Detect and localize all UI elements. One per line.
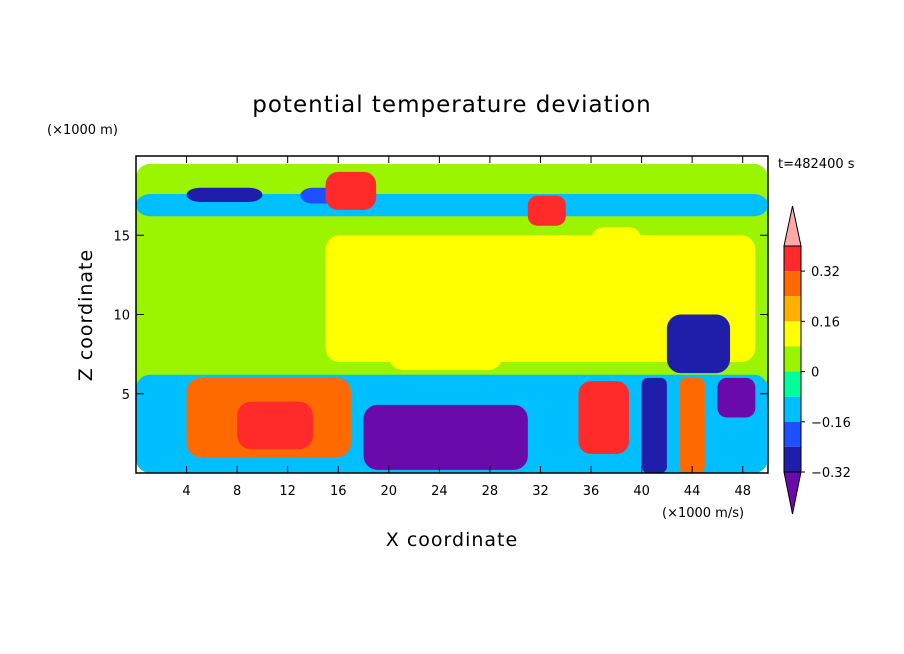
- y-tick-label: 15: [113, 229, 130, 244]
- x-tick-label: 20: [381, 484, 398, 499]
- colorbar-band: [784, 296, 801, 322]
- colorbar-band: [784, 446, 801, 472]
- colorbar-band: [784, 246, 801, 272]
- colorbar-tick-label: −0.16: [811, 416, 851, 431]
- field-region: [388, 298, 503, 370]
- chart-title: potential temperature deviation: [252, 92, 651, 118]
- colorbar-band: [784, 321, 801, 347]
- field-region: [237, 401, 313, 450]
- field-region: [578, 381, 629, 454]
- field-region: [325, 171, 377, 210]
- colorbar-max-arrow: [783, 205, 802, 247]
- colorbar-tick-label: 0.32: [811, 265, 840, 280]
- colorbar-band: [784, 396, 801, 422]
- y-axis: 5 10 15: [113, 229, 768, 403]
- time-label: t=482400 s: [778, 157, 855, 172]
- x-tick-label: 12: [279, 484, 296, 499]
- colorbar-tick-label: −0.32: [811, 466, 851, 481]
- plot-area: [136, 163, 768, 473]
- x-tick-label: 4: [182, 484, 190, 499]
- x-tick-label: 40: [633, 484, 650, 499]
- colorbar-band: [784, 346, 801, 372]
- x-tick-label: 32: [532, 484, 549, 499]
- field-region: [679, 377, 705, 473]
- x-axis-label: X coordinate: [386, 529, 518, 551]
- x-tick-label: 16: [330, 484, 347, 499]
- field-region: [666, 314, 731, 374]
- field-region: [136, 194, 768, 217]
- x-tick-label: 28: [482, 484, 499, 499]
- y-axis-label: Z coordinate: [75, 249, 97, 381]
- x-tick-label: 48: [734, 484, 751, 499]
- colorbar-min-arrow: [783, 471, 802, 515]
- colorbar: 0.32 0.16 0 −0.16 −0.32: [783, 205, 851, 515]
- x-axis: 4 8 12 16 20 24 28 32 36 40 44 48: [182, 156, 751, 499]
- x-unit-label: (×1000 m/s): [662, 506, 744, 521]
- colorbar-band: [784, 271, 801, 297]
- field-region: [717, 377, 756, 418]
- field-region: [363, 404, 528, 470]
- y-tick-label: 10: [113, 309, 130, 324]
- colorbar-tick-label: 0.16: [811, 315, 840, 330]
- x-tick-label: 8: [233, 484, 241, 499]
- field-region: [527, 195, 566, 226]
- colorbar-band: [784, 371, 801, 397]
- field-region: [641, 377, 667, 473]
- y-tick-label: 5: [122, 388, 130, 403]
- y-unit-label: (×1000 m): [47, 123, 118, 138]
- field-region: [186, 187, 263, 202]
- field-region: [591, 227, 642, 255]
- colorbar-band: [784, 421, 801, 447]
- x-tick-label: 44: [684, 484, 701, 499]
- colorbar-tick-label: 0: [811, 366, 819, 381]
- x-tick-label: 36: [583, 484, 600, 499]
- x-tick-label: 24: [431, 484, 448, 499]
